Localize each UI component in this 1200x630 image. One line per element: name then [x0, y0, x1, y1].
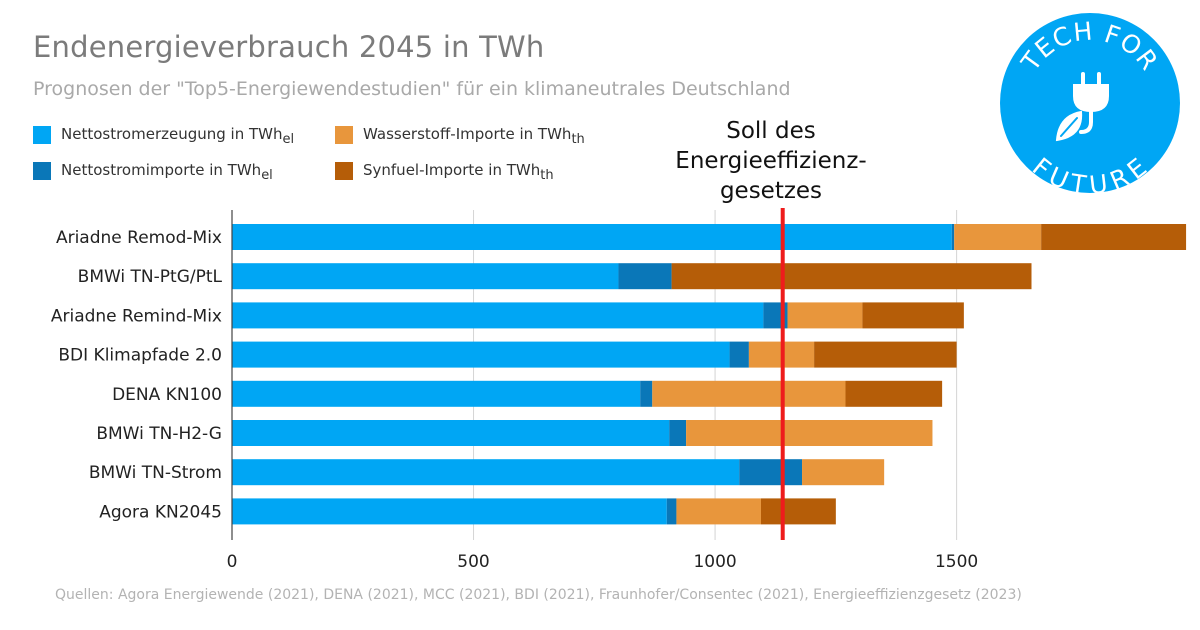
bar-segment	[232, 302, 764, 329]
legend-item-synfuel: Synfuel-Importe in TWhth	[335, 161, 554, 183]
tech-for-future-logo: TECH FOR FUTURE	[1000, 13, 1180, 194]
category-label: BDI Klimapfade 2.0	[58, 346, 222, 366]
legend-swatch	[335, 162, 353, 180]
legend-swatch	[33, 162, 51, 180]
chart-subtitle: Prognosen der "Top5-Energiewendestudien"…	[33, 78, 791, 100]
x-tick-label: 1000	[693, 552, 736, 572]
x-tick-label: 0	[227, 552, 238, 572]
x-tick-label: 1500	[935, 552, 978, 572]
bar-segment	[671, 263, 1032, 290]
source-note: Quellen: Agora Energiewende (2021), DENA…	[55, 587, 1022, 603]
bar-segment	[232, 420, 670, 446]
category-label: Agora KN2045	[99, 502, 222, 522]
bar-segment	[862, 302, 964, 329]
bar-segment	[729, 341, 749, 368]
category-label: BMWi TN-PtG/PtL	[78, 267, 223, 287]
bar-segment	[1041, 224, 1187, 250]
legend-label: Nettostromimporte in TWhel	[61, 161, 273, 183]
bar-segment	[232, 341, 730, 368]
legend-item-nettostromerzeugung: Nettostromerzeugung in TWhel	[33, 125, 294, 147]
bar-segment	[232, 459, 740, 486]
legend-label: Nettostromerzeugung in TWhel	[61, 125, 295, 147]
bar-segment	[640, 380, 653, 407]
bar-segment	[232, 380, 641, 407]
bar-segment	[652, 380, 846, 407]
category-label: Ariadne Remind-Mix	[51, 306, 222, 326]
bar-segment	[739, 459, 803, 486]
legend-label: Synfuel-Importe in TWhth	[363, 161, 554, 183]
bar-segment	[951, 224, 955, 250]
bar-segment	[669, 420, 687, 446]
legend: Nettostromerzeugung in TWhel Nettostromi…	[33, 125, 673, 195]
chart-title: Endenergieverbrauch 2045 in TWh	[33, 30, 545, 64]
bar-segment	[845, 380, 943, 407]
bar-segment	[232, 224, 952, 250]
bar-segment	[814, 341, 957, 368]
legend-swatch	[33, 126, 51, 144]
reference-label-line: gesetzes	[719, 178, 823, 204]
bar-segment	[232, 263, 619, 290]
legend-item-nettostromimporte: Nettostromimporte in TWhel	[33, 161, 273, 183]
category-label: Ariadne Remod-Mix	[56, 228, 222, 248]
reference-label-line: Energieeffizienz-	[675, 148, 867, 174]
reference-line-label: Soll des Energieeffizienz- gesetzes	[650, 116, 892, 206]
bar-segment	[666, 498, 677, 525]
legend-swatch	[335, 126, 353, 144]
bar-segment	[618, 263, 672, 290]
category-label: BMWi TN-Strom	[89, 463, 222, 483]
x-tick-label: 500	[457, 552, 489, 572]
legend-item-wasserstoff: Wasserstoff-Importe in TWhth	[335, 125, 585, 147]
bar-segment	[954, 224, 1042, 250]
bar-segment	[802, 459, 885, 486]
reference-label-line: Soll des	[726, 118, 816, 144]
leaf-plug-icon	[1055, 72, 1109, 142]
bar-segment	[686, 420, 933, 446]
bar-segment	[787, 302, 863, 329]
legend-label: Wasserstoff-Importe in TWhth	[363, 125, 585, 147]
bar-segment	[676, 498, 761, 525]
category-label: DENA KN100	[112, 385, 222, 405]
category-label: BMWi TN-H2-G	[96, 424, 222, 444]
bar-segment	[232, 498, 667, 525]
bar-segment	[760, 498, 836, 525]
